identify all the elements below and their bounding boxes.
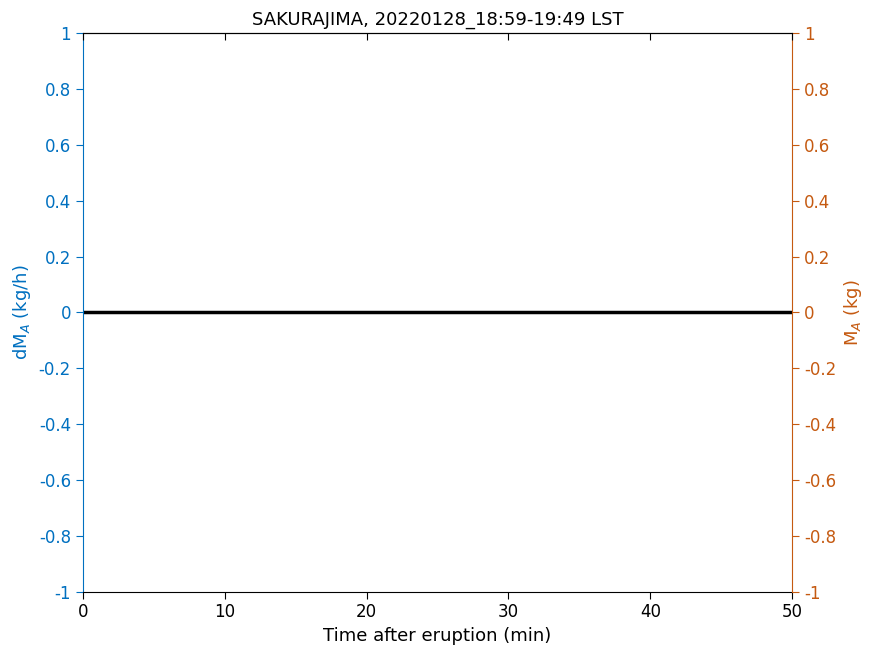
Title: SAKURAJIMA, 20220128_18:59-19:49 LST: SAKURAJIMA, 20220128_18:59-19:49 LST: [252, 11, 623, 29]
Y-axis label: dM$_A$ (kg/h): dM$_A$ (kg/h): [11, 264, 33, 360]
X-axis label: Time after eruption (min): Time after eruption (min): [324, 627, 551, 645]
Y-axis label: M$_A$ (kg): M$_A$ (kg): [842, 279, 864, 346]
